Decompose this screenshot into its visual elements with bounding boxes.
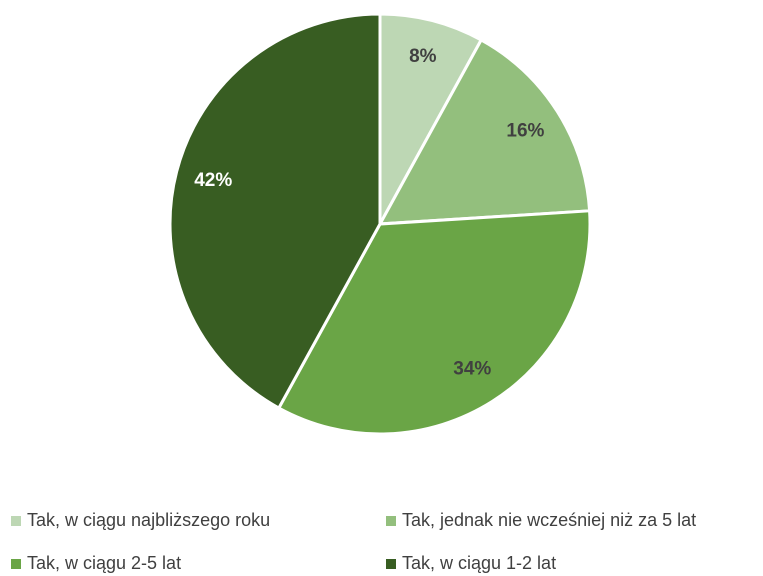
legend-label: Tak, w ciągu najbliższego roku: [27, 510, 270, 530]
legend-swatch: [11, 559, 21, 569]
legend-swatch: [386, 559, 396, 569]
legend-swatch: [386, 516, 396, 526]
value-label: 42%: [194, 170, 232, 191]
pie-slice: [378, 38, 592, 226]
legend-swatch: [11, 516, 21, 526]
value-label: 8%: [409, 46, 437, 67]
legend-label: Tak, w ciągu 1-2 lat: [402, 553, 556, 573]
legend-label: Tak, jednak nie wcześniej niż za 5 lat: [402, 510, 696, 530]
pie-slice: [168, 12, 382, 410]
legend-label: Tak, w ciągu 2-5 lat: [27, 553, 181, 573]
value-label: 34%: [453, 358, 491, 379]
value-label: 16%: [506, 121, 544, 142]
pie-slice: [378, 12, 483, 226]
